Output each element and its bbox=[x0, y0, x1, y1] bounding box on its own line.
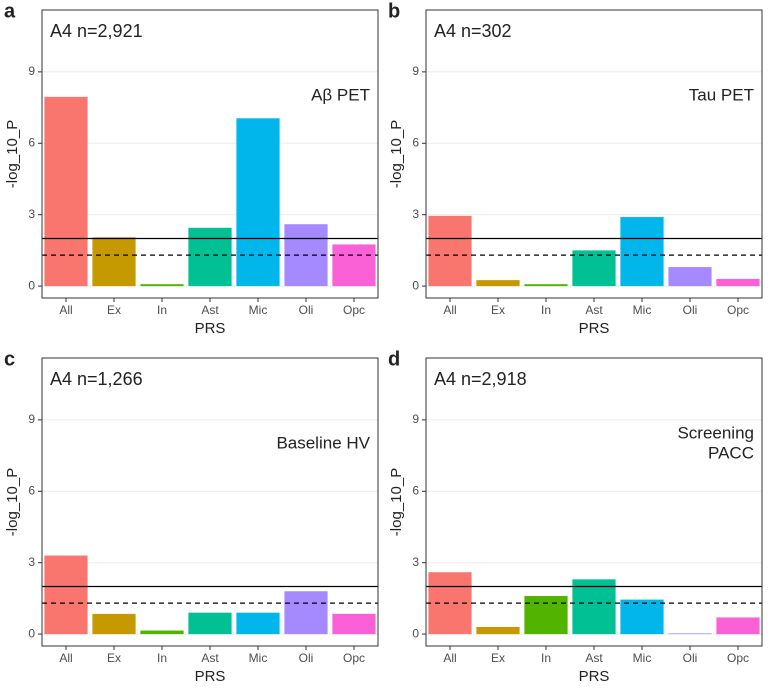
panel-label: d bbox=[388, 348, 400, 370]
x-tick-label: Opc bbox=[727, 303, 749, 317]
x-tick-label: Ex bbox=[107, 303, 121, 317]
panel-title: A4 n=2,918 bbox=[434, 369, 527, 389]
bar bbox=[284, 591, 328, 635]
x-tick-label: Ex bbox=[491, 303, 505, 317]
annotation: Baseline HV bbox=[276, 433, 370, 452]
x-tick-label: In bbox=[157, 651, 167, 665]
y-tick-label: 3 bbox=[28, 207, 35, 221]
x-tick-label: In bbox=[157, 303, 167, 317]
bar bbox=[572, 579, 616, 635]
annotation: PACC bbox=[708, 443, 754, 462]
y-axis-label: -log_10_P bbox=[388, 468, 405, 536]
x-tick-label: Ex bbox=[107, 651, 121, 665]
x-tick-label: Ast bbox=[201, 651, 219, 665]
y-tick-label: 9 bbox=[412, 412, 419, 426]
y-tick-label: 3 bbox=[412, 555, 419, 569]
bar bbox=[524, 284, 568, 287]
x-axis-label: PRS bbox=[195, 668, 226, 685]
plot-border bbox=[41, 9, 379, 299]
x-tick-label: Opc bbox=[343, 651, 365, 665]
y-tick-label: 0 bbox=[28, 626, 35, 640]
bar bbox=[476, 626, 520, 635]
bar bbox=[188, 227, 232, 287]
x-tick-label: Mic bbox=[633, 303, 652, 317]
x-tick-label: Ast bbox=[201, 303, 219, 317]
x-tick-label: All bbox=[59, 651, 72, 665]
bar bbox=[572, 250, 616, 287]
x-tick-label: Mic bbox=[249, 303, 268, 317]
x-tick-label: All bbox=[443, 651, 456, 665]
bar bbox=[140, 630, 184, 635]
x-tick-label: Oli bbox=[683, 303, 698, 317]
x-tick-label: In bbox=[541, 651, 551, 665]
plot-border bbox=[425, 357, 763, 647]
bar bbox=[668, 633, 712, 635]
y-tick-label: 9 bbox=[28, 64, 35, 78]
y-axis-label: -log_10_P bbox=[4, 120, 21, 188]
bar bbox=[236, 612, 280, 635]
annotation: Aβ PET bbox=[311, 85, 370, 104]
y-tick-label: 6 bbox=[28, 135, 35, 149]
bar bbox=[716, 617, 760, 635]
bar bbox=[428, 215, 472, 287]
bar bbox=[716, 278, 760, 287]
x-tick-label: Opc bbox=[727, 651, 749, 665]
x-axis-label: PRS bbox=[579, 320, 610, 337]
x-tick-label: Mic bbox=[249, 651, 268, 665]
y-tick-label: 6 bbox=[28, 483, 35, 497]
annotation: Screening bbox=[677, 423, 754, 442]
x-axis-label: PRS bbox=[195, 320, 226, 337]
plot-border bbox=[41, 357, 379, 647]
bar bbox=[44, 96, 88, 287]
bar bbox=[332, 244, 376, 287]
bar bbox=[620, 599, 664, 635]
y-tick-label: 0 bbox=[412, 626, 419, 640]
bar bbox=[92, 613, 136, 635]
bar bbox=[476, 280, 520, 287]
y-tick-label: 0 bbox=[28, 278, 35, 292]
y-tick-label: 6 bbox=[412, 135, 419, 149]
bar bbox=[524, 596, 568, 635]
x-tick-label: Oli bbox=[299, 303, 314, 317]
x-tick-label: Ast bbox=[585, 303, 603, 317]
x-tick-label: All bbox=[443, 303, 456, 317]
y-tick-label: 9 bbox=[412, 64, 419, 78]
y-tick-label: 6 bbox=[412, 483, 419, 497]
panel-label: c bbox=[4, 348, 15, 370]
bar bbox=[140, 284, 184, 287]
x-tick-label: Oli bbox=[299, 651, 314, 665]
bar bbox=[236, 118, 280, 287]
x-tick-label: Opc bbox=[343, 303, 365, 317]
y-axis-label: -log_10_P bbox=[4, 468, 21, 536]
annotation: Tau PET bbox=[689, 85, 754, 104]
bar bbox=[668, 267, 712, 287]
x-tick-label: Oli bbox=[683, 651, 698, 665]
bar bbox=[92, 237, 136, 287]
y-tick-label: 3 bbox=[28, 555, 35, 569]
panel-title: A4 n=2,921 bbox=[50, 21, 143, 41]
y-tick-label: 0 bbox=[412, 278, 419, 292]
plot-border bbox=[425, 9, 763, 299]
y-axis-label: -log_10_P bbox=[388, 120, 405, 188]
bar bbox=[44, 555, 88, 635]
x-tick-label: Ex bbox=[491, 651, 505, 665]
bar bbox=[188, 612, 232, 635]
y-tick-label: 3 bbox=[412, 207, 419, 221]
x-tick-label: Ast bbox=[585, 651, 603, 665]
panel-label: b bbox=[388, 0, 400, 22]
bar bbox=[332, 613, 376, 635]
bar bbox=[620, 217, 664, 287]
panel-title: A4 n=1,266 bbox=[50, 369, 143, 389]
y-tick-label: 9 bbox=[28, 412, 35, 426]
x-tick-label: In bbox=[541, 303, 551, 317]
panel-title: A4 n=302 bbox=[434, 21, 512, 41]
x-axis-label: PRS bbox=[579, 668, 610, 685]
x-tick-label: Mic bbox=[633, 651, 652, 665]
x-tick-label: All bbox=[59, 303, 72, 317]
panel-label: a bbox=[4, 0, 16, 22]
